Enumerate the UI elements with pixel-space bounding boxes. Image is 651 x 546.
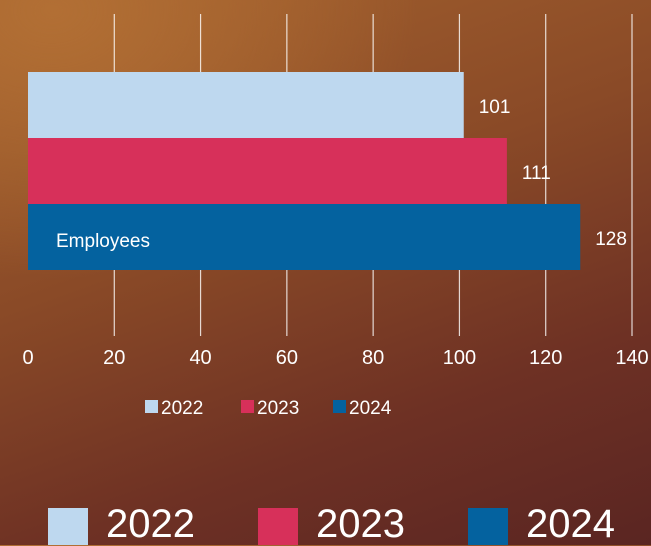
x-tick-label-60: 60 xyxy=(276,347,298,369)
bar-2023 xyxy=(28,138,507,204)
legend-label-2024: 2024 xyxy=(349,398,392,419)
x-tick-label-20: 20 xyxy=(103,347,125,369)
data-labels: 101 111 128 xyxy=(479,97,627,250)
chart-legend: 2022 2023 2024 xyxy=(145,398,392,419)
x-tick-label-80: 80 xyxy=(362,347,384,369)
year-legend-swatch-2022 xyxy=(48,508,88,545)
category-label: Employees xyxy=(56,231,150,252)
legend-swatch-2023 xyxy=(241,400,254,413)
year-legend-label-2023: 2023 xyxy=(316,502,405,546)
data-label-2024: 128 xyxy=(595,229,627,250)
data-label-2023: 111 xyxy=(522,163,551,184)
legend-label-2022: 2022 xyxy=(161,398,203,419)
x-tick-label-140: 140 xyxy=(615,347,648,369)
x-axis-ticks: 0 20 40 60 80 100 120 140 xyxy=(22,347,648,369)
legend-swatch-2022 xyxy=(145,400,158,413)
bars xyxy=(28,72,581,270)
year-legend-swatch-2023 xyxy=(258,508,298,545)
x-tick-label-100: 100 xyxy=(443,347,476,369)
year-legend-swatch-2024 xyxy=(468,508,508,545)
x-tick-label-40: 40 xyxy=(189,347,211,369)
legend-label-2023: 2023 xyxy=(257,398,299,419)
bar-2022 xyxy=(28,72,464,138)
legend-swatch-2024 xyxy=(333,400,346,413)
data-label-2022: 101 xyxy=(479,97,511,118)
year-legend: 2022 2023 2024 xyxy=(0,503,651,545)
year-legend-label-2024: 2024 xyxy=(526,502,615,546)
x-tick-label-0: 0 xyxy=(22,347,33,369)
year-legend-label-2022: 2022 xyxy=(106,502,195,546)
bar-2024 xyxy=(28,204,581,270)
x-tick-label-120: 120 xyxy=(529,347,562,369)
